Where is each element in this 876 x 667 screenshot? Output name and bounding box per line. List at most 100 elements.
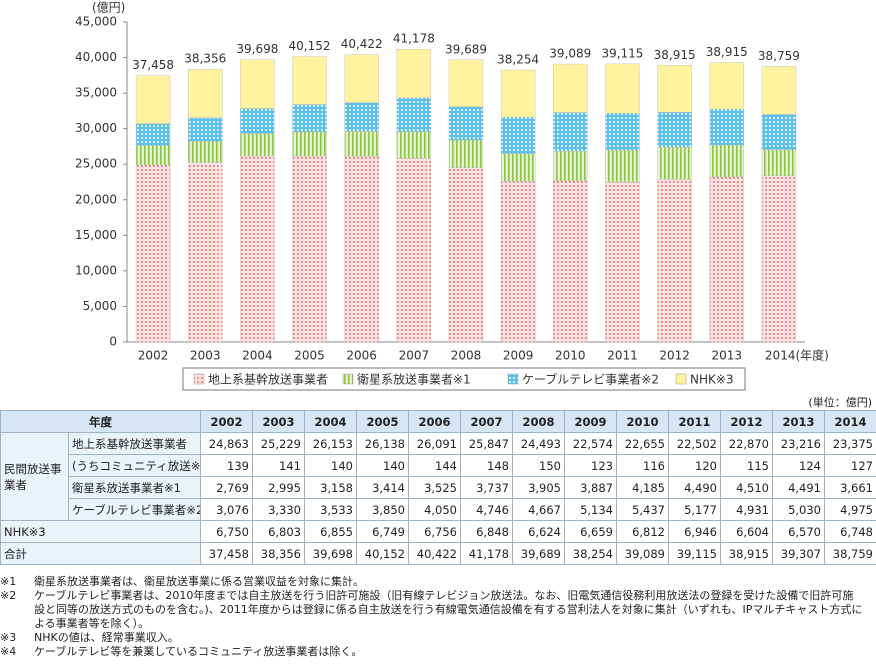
cell: 25,229 bbox=[252, 432, 305, 455]
cell: 5,177 bbox=[668, 498, 721, 521]
total-label: 39,689 bbox=[445, 42, 487, 56]
bar-segment bbox=[240, 155, 275, 343]
y-tick-label: 30,000 bbox=[75, 121, 117, 135]
cell: 24,863 bbox=[200, 432, 253, 455]
table-row: ケーブルテレビ事業者※2 3,076 3,330 3,533 3,850 4,050 4,7… bbox=[1, 498, 876, 521]
table-row: 衛星系放送事業者※1 2,769 2,995 3,158 3,414 3,525 3,737… bbox=[1, 476, 876, 499]
x-tick-label: 2011 bbox=[607, 349, 638, 363]
x-tick-label: 2006 bbox=[346, 349, 377, 363]
header-cell: 2009 bbox=[564, 410, 617, 433]
footnote-text: ケーブルテレビ等を兼業しているコミュニティ放送事業者は除く。 bbox=[34, 645, 363, 658]
cell: 6,659 bbox=[564, 520, 617, 543]
cell: 150 bbox=[512, 454, 565, 477]
y-tick-label: 20,000 bbox=[75, 192, 117, 206]
cell: 39,115 bbox=[668, 542, 721, 565]
cell: 22,870 bbox=[720, 432, 773, 455]
row-label: 地上系基幹放送事業者 bbox=[68, 432, 201, 455]
bar-segment bbox=[188, 117, 223, 142]
bar-segment bbox=[344, 131, 379, 157]
cell: 4,975 bbox=[824, 498, 876, 521]
legend-label: ケーブルテレビ事業者※2 bbox=[522, 372, 659, 387]
cell: 148 bbox=[460, 454, 513, 477]
legend-swatch bbox=[507, 373, 519, 385]
cell: 4,931 bbox=[720, 498, 773, 521]
footnote-text: NHKの値は、経常事業収入。 bbox=[34, 631, 179, 644]
bar-segment bbox=[396, 48, 432, 99]
cell: 38,254 bbox=[564, 542, 617, 565]
header-cell: 2003 bbox=[252, 410, 305, 433]
footnote-mark: ※3 bbox=[0, 631, 17, 644]
total-label: 39,089 bbox=[549, 47, 591, 61]
bar-segment bbox=[605, 181, 640, 343]
table-row: (うちコミュニティ放送※4) 139 141 140 140 144 148 150 123 11… bbox=[1, 454, 876, 477]
cell: 40,422 bbox=[408, 542, 461, 565]
table-row: NHK※3 6,750 6,803 6,855 6,749 6,756 6,848 6,624… bbox=[0, 520, 876, 543]
row-label: 合計 bbox=[0, 542, 201, 565]
bar-segment bbox=[500, 117, 536, 155]
bar-segment bbox=[448, 139, 484, 169]
cell: 37,458 bbox=[200, 542, 253, 565]
cell: 6,749 bbox=[356, 520, 409, 543]
bar-segment bbox=[135, 123, 171, 146]
total-label: 40,422 bbox=[341, 37, 383, 51]
bar-segment bbox=[135, 75, 171, 124]
header-cell: 年度 bbox=[0, 410, 201, 433]
x-tick-label: 2004 bbox=[242, 349, 273, 363]
data-table: 年度 2002 2003 2004 2005 2006 2007 2008 2009 2010 20… bbox=[0, 410, 876, 565]
cell: 40,152 bbox=[356, 542, 409, 565]
bar-segment bbox=[396, 97, 432, 132]
bar-segment bbox=[292, 155, 327, 343]
row-label: (うちコミュニティ放送※4) bbox=[68, 454, 201, 477]
cell: 4,185 bbox=[616, 476, 669, 499]
y-tick-label: 10,000 bbox=[75, 263, 117, 277]
legend-label: 衛星系放送事業者※1 bbox=[357, 372, 471, 387]
cell: 4,491 bbox=[772, 476, 825, 499]
header-cell: 2006 bbox=[408, 410, 461, 433]
cell: 41,178 bbox=[460, 542, 513, 565]
header-cell: 2011 bbox=[668, 410, 721, 433]
total-label: 39,698 bbox=[236, 42, 278, 56]
footnote: ※2 ケーブルテレビ事業者は、2010年度までは自主放送を行う旧許可施設（旧有線テ… bbox=[0, 589, 876, 631]
y-tick-label: 0 bbox=[109, 335, 117, 349]
total-label: 38,254 bbox=[497, 52, 539, 66]
cell: 127 bbox=[824, 454, 876, 477]
bar-segment bbox=[344, 102, 379, 132]
cell: 6,750 bbox=[200, 520, 253, 543]
cell: 23,216 bbox=[772, 432, 825, 455]
cell: 4,490 bbox=[668, 476, 721, 499]
bar-segment bbox=[709, 109, 744, 146]
bar-segment bbox=[553, 150, 588, 182]
legend-swatch bbox=[675, 373, 687, 385]
bar-segment bbox=[188, 162, 223, 343]
cell: 38,915 bbox=[720, 542, 773, 565]
bar-segment bbox=[605, 63, 640, 114]
legend-label: NHK※3 bbox=[690, 373, 734, 387]
x-tick-label: 2003 bbox=[190, 349, 221, 363]
cell: 4,050 bbox=[408, 498, 461, 521]
footnotes: ※1 衛星系放送事業者は、衛星放送事業に係る営業収益を対象に集計。 ※2 ケーブルテレ… bbox=[0, 575, 876, 659]
x-tick-label: 2010 bbox=[555, 349, 586, 363]
table-unit: (単位：億円) bbox=[808, 396, 872, 409]
bar-segment bbox=[344, 156, 379, 343]
header-cell: 2004 bbox=[304, 410, 357, 433]
cell: 24,493 bbox=[512, 432, 565, 455]
cell: 144 bbox=[408, 454, 461, 477]
cell: 26,153 bbox=[304, 432, 357, 455]
cell: 2,995 bbox=[252, 476, 305, 499]
cell: 4,746 bbox=[460, 498, 513, 521]
legend-swatch bbox=[193, 373, 205, 385]
row-label: ケーブルテレビ事業者※2 bbox=[68, 498, 201, 521]
footnote-mark: ※2 bbox=[0, 589, 17, 602]
cell: 3,850 bbox=[356, 498, 409, 521]
bar-segment bbox=[709, 62, 744, 110]
cell: 6,855 bbox=[304, 520, 357, 543]
y-tick-label: 5,000 bbox=[83, 299, 117, 313]
bar-segment bbox=[500, 69, 536, 118]
x-tick-label: 2012 bbox=[659, 349, 690, 363]
footnote: ※4 ケーブルテレビ等を兼業しているコミュニティ放送事業者は除く。 bbox=[0, 645, 876, 659]
bar-segment bbox=[657, 112, 692, 148]
x-tick-label: 2005 bbox=[294, 349, 325, 363]
y-tick-label: 15,000 bbox=[75, 228, 117, 242]
cell: 2,769 bbox=[200, 476, 253, 499]
